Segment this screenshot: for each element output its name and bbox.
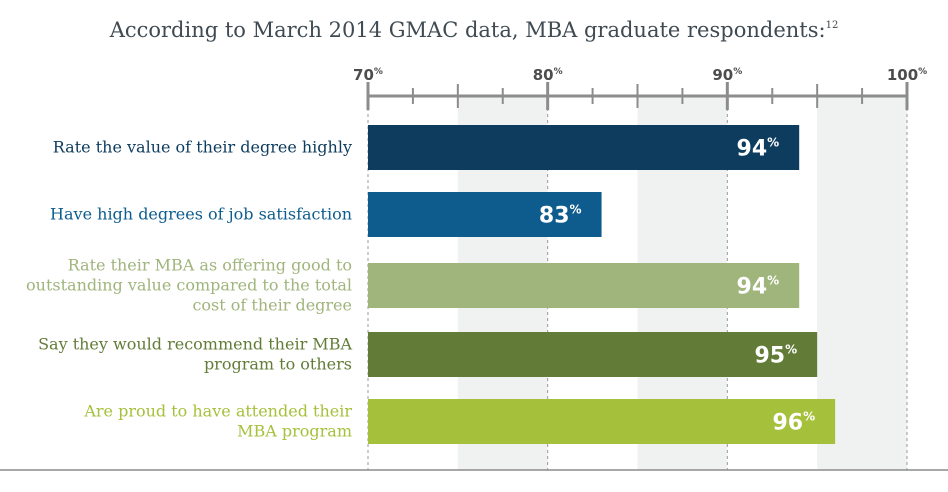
bar xyxy=(368,263,800,308)
category-labels: Rate the value of their degree highly Hav… xyxy=(26,138,352,441)
tick-label: 70% xyxy=(353,66,383,84)
bar xyxy=(368,399,836,444)
chart-title: According to March 2014 GMAC data, MBA g… xyxy=(0,18,948,42)
bars xyxy=(368,125,836,444)
category-label: Say they would recommend their MBA progra… xyxy=(38,335,352,374)
bar xyxy=(368,125,800,170)
chart-title-text: According to March 2014 GMAC data, MBA g… xyxy=(109,18,826,42)
bar xyxy=(368,192,602,237)
value-label: 96% xyxy=(772,410,815,436)
tick-label: 100% xyxy=(887,66,927,84)
category-label: Rate their MBA as offering good to outsta… xyxy=(26,256,352,315)
category-label: Rate the value of their degree highly xyxy=(53,138,352,157)
bar xyxy=(368,332,818,377)
tick-label: 80% xyxy=(533,66,563,84)
tick-label: 90% xyxy=(712,66,742,84)
category-label: Have high degrees of job satisfaction xyxy=(50,205,352,224)
title-footnote: 12 xyxy=(825,20,839,31)
category-label: Are proud to have attended their MBA prog… xyxy=(83,402,352,441)
